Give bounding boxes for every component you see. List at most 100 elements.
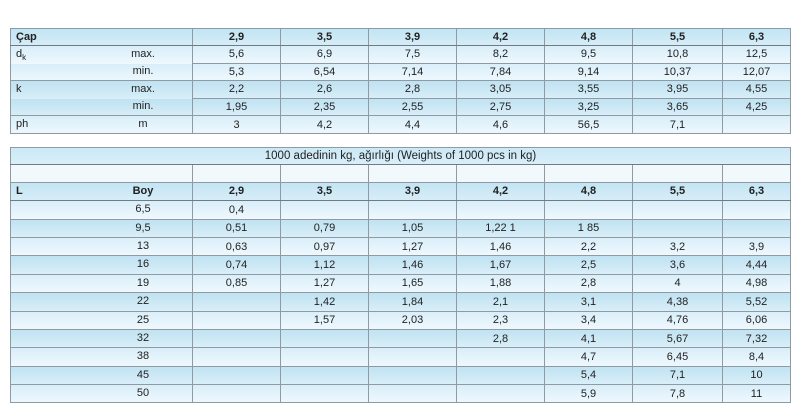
weight-value-cell (192, 365, 281, 386)
spec-value-cell: 7,5 (368, 45, 457, 64)
boy-value: 50 (136, 387, 150, 400)
spec-value-cell: 4,2 (280, 115, 369, 134)
spec-value-cell: 3,95 (632, 80, 723, 99)
spec-value-cell: 2,55 (368, 97, 457, 116)
weight-value-cell (632, 218, 723, 238)
spec-header-row: Çap 2,9 3,5 3,9 4,2 4,8 5,5 6,3 (10, 28, 791, 46)
boy-cell: 6,5 (10, 200, 193, 220)
diameter-header-cell: 3,9 (368, 28, 457, 46)
weight-value-cell (368, 200, 457, 220)
weight-value-cell (721, 218, 792, 238)
weight-value-cell: 1,46 (368, 255, 457, 275)
weights-header-row: L Boy 2,9 3,5 3,9 4,2 4,8 5,5 6,3 (10, 181, 792, 202)
weight-value-cell (456, 365, 545, 386)
dimensions-spec-body: Çap 2,9 3,5 3,9 4,2 4,8 5,5 6,3 dk max. min. 5,6 6,9… (10, 28, 791, 134)
weight-value-cell: 4,38 (632, 292, 723, 312)
weight-value-cell: 0,85 (192, 273, 281, 294)
weight-value-cell: 0,74 (192, 255, 281, 275)
boy-cell-wrap: 50 (12, 386, 192, 402)
weight-value-cell (192, 292, 281, 312)
boy-cell-wrap: 6,5 (12, 202, 192, 218)
weights-body: 1000 adedinin kg, ağırlığı (Weights of 1… (9, 146, 792, 404)
weights-title-row: 1000 adedinin kg, ağırlığı (Weights of 1… (9, 146, 792, 166)
spacer-cell (544, 164, 633, 183)
spec-value-cell: 10,37 (632, 62, 723, 81)
weight-value-cell: 1,05 (368, 218, 457, 238)
boy-header-label: Boy (132, 184, 154, 197)
weight-value-cell (721, 200, 792, 220)
boy-cell: 19 (10, 273, 193, 294)
boy-cell-wrap: 32 (12, 330, 192, 346)
weight-value-cell (192, 347, 281, 367)
weight-value-cell: 2,1 (456, 292, 545, 312)
spec-value-cell: 12,07 (722, 62, 791, 81)
spec-row: dk max. min. 5,6 6,9 7,5 8,2 9,5 10,8 12,5 (10, 45, 791, 81)
spec-value-cell: 4,4 (368, 115, 457, 134)
boy-cell: 22 (10, 292, 193, 312)
boy-value-wrap: 9,5 (94, 220, 192, 236)
spec-value-cell: 5,3 (192, 62, 281, 81)
diameter-header-cell: 6,3 (721, 181, 792, 202)
weights-row: 32 2,8 4,1 5,67 7,32 (10, 328, 792, 349)
boy-value-wrap: 22 (94, 294, 192, 310)
boy-cell: 9,5 (10, 218, 193, 238)
weights-title: 1000 adedinin kg, ağırlığı (Weights of 1… (9, 146, 792, 166)
spec-value-cell: 2,2 (192, 80, 281, 99)
boy-cell-wrap: 9,5 (12, 220, 192, 236)
weight-value-cell: 3,9 (721, 236, 792, 257)
boy-value-wrap: 19 (94, 275, 192, 291)
weight-value-cell (368, 328, 457, 349)
boy-value-wrap: 16 (94, 257, 192, 273)
weight-value-cell: 3,6 (632, 255, 723, 275)
spec-sublabels: max. min. (94, 82, 192, 115)
weight-value-cell (280, 365, 369, 386)
spec-value-cell: 3,65 (632, 97, 723, 116)
weight-value-cell: 2,8 (544, 273, 633, 294)
weight-value-cell (368, 365, 457, 386)
spec-row: k max. min. 2,2 2,6 2,8 3,05 3,55 3,95 4,55 (10, 80, 791, 116)
boy-value: 16 (136, 258, 150, 271)
boy-value: 45 (136, 368, 150, 381)
spec-label-cell: k max. min. (10, 80, 193, 116)
boy-cell-wrap: 16 (12, 257, 192, 273)
boy-value: 9,5 (135, 221, 151, 234)
weight-value-cell: 7,32 (721, 328, 792, 349)
weight-value-cell: 1,27 (280, 273, 369, 294)
weight-value-cell: 4,44 (721, 255, 792, 275)
spec-label-subscript: k (22, 53, 27, 63)
corner-cell: Çap (10, 28, 193, 46)
boy-cell: 50 (10, 384, 193, 404)
weight-value-cell (456, 384, 545, 404)
weight-value-cell: 1,27 (368, 236, 457, 257)
boy-value-wrap: 50 (94, 386, 192, 402)
boy-cell: 13 (10, 236, 193, 257)
length-header-label: L (12, 183, 95, 199)
weights-row: 22 1,42 1,84 2,1 3,1 4,38 5,52 (10, 292, 792, 312)
weight-value-cell: 0,63 (192, 236, 281, 257)
weight-value-cell: 1,42 (280, 292, 369, 312)
spec-sublabel: max. (131, 48, 155, 60)
spec-row: ph m 3 4,2 4,4 4,6 56,5 7,1 (10, 115, 791, 134)
weight-value-cell (280, 347, 369, 367)
boy-cell-wrap: 38 (12, 349, 192, 365)
length-header-text: L (16, 184, 23, 197)
weight-value-cell (544, 200, 633, 220)
spacer-row (10, 164, 792, 183)
diameter-header-cell: 3,5 (280, 28, 369, 46)
weight-value-cell: 2,5 (544, 255, 633, 275)
weight-value-cell: 1,22 1 (456, 218, 545, 238)
spacer-cell (10, 164, 193, 183)
weight-value-cell: 1,65 (368, 273, 457, 294)
boy-cell-wrap: 13 (12, 238, 192, 254)
spec-value-cell: 7,1 (632, 115, 723, 134)
spec-value-cell: 7,84 (456, 62, 545, 81)
spacer-cell (192, 164, 281, 183)
dimensions-spec-table: Çap 2,9 3,5 3,9 4,2 4,8 5,5 6,3 dk max. min. 5,6 6,9… (10, 28, 791, 134)
weights-table: 1000 adedinin kg, ağırlığı (Weights of 1… (9, 146, 792, 404)
spec-value-cell: 9,5 (544, 45, 633, 64)
spacer-cell (280, 164, 369, 183)
weight-value-cell: 8,4 (721, 347, 792, 367)
boy-value-wrap: 32 (94, 330, 192, 346)
weights-row: 50 5,9 7,8 11 (10, 384, 792, 404)
